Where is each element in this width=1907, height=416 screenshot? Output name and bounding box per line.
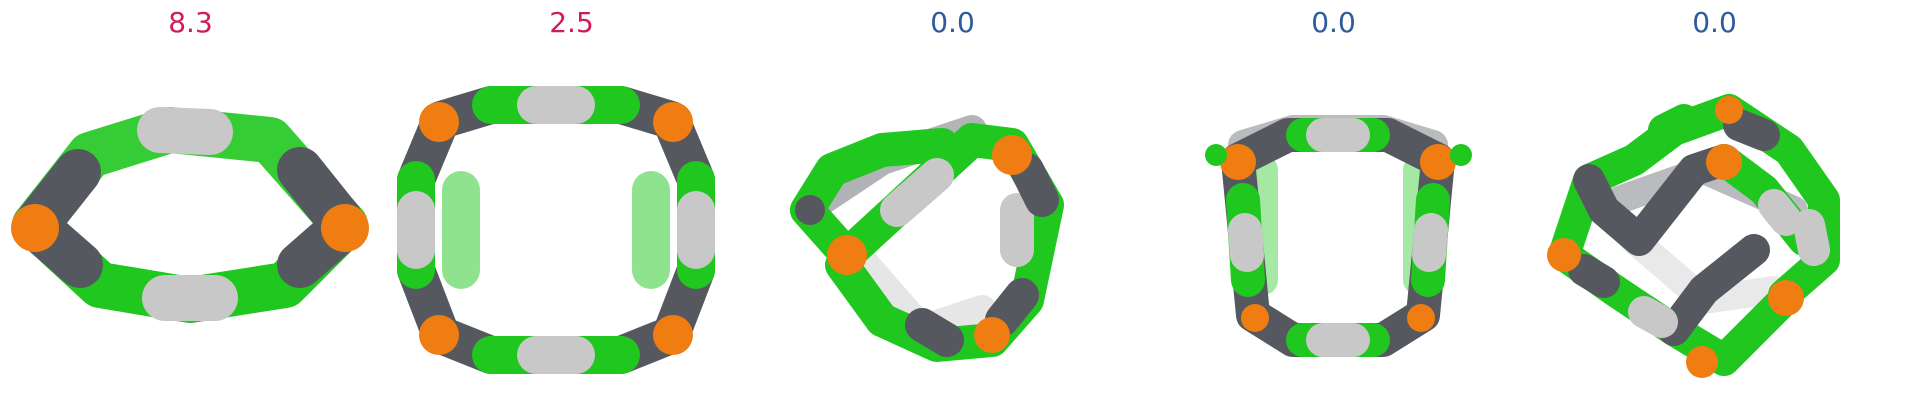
- ring-structure-image: [397, 86, 715, 374]
- structure-panel-2: 2.5: [381, 0, 762, 416]
- structure-panel-4: 0.0: [1143, 0, 1524, 416]
- panel-value: 8.3: [168, 6, 213, 39]
- ring-structure-image: [11, 107, 369, 323]
- panel-value: 0.0: [930, 6, 975, 39]
- structure-panel-3: 0.0: [762, 0, 1143, 416]
- cage-structure-image: [1205, 115, 1472, 357]
- panel-value: 2.5: [549, 6, 594, 39]
- cage-structure-image: [790, 115, 1064, 362]
- cage-structure-image: [1547, 94, 1840, 378]
- panel-value: 0.0: [1311, 6, 1356, 39]
- structure-panel-5: 0.0: [1524, 0, 1905, 416]
- panel-value: 0.0: [1692, 6, 1737, 39]
- structure-panel-1: 8.3: [0, 0, 381, 416]
